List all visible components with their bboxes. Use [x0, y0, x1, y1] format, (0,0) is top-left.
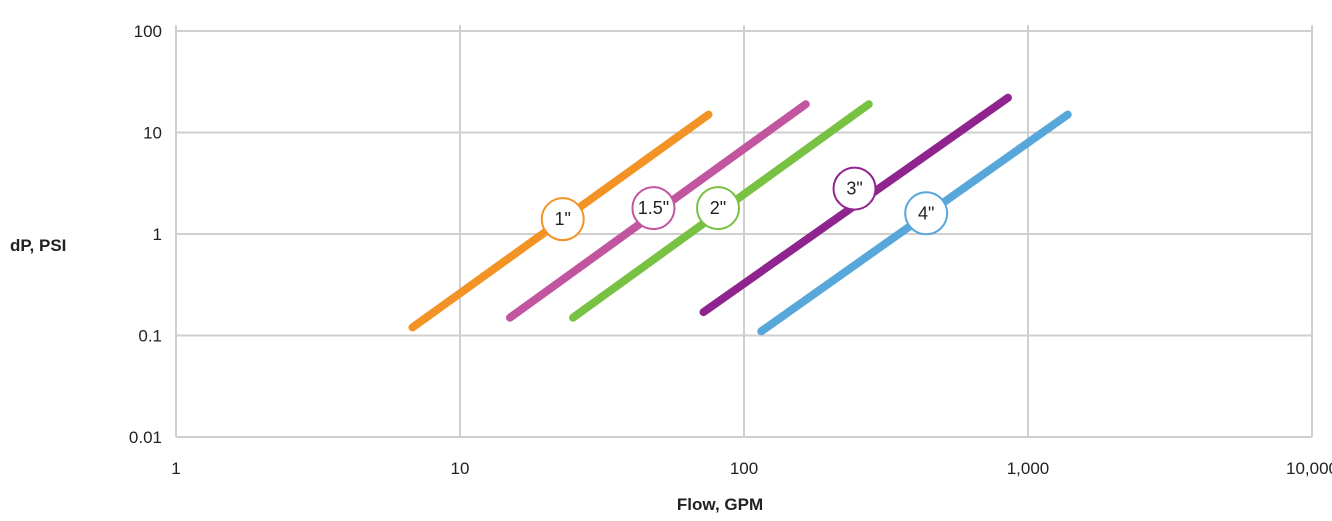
y-tick-label: 0.01: [129, 428, 162, 447]
series-label-circle: [904, 191, 949, 236]
y-tick-label: 0.1: [138, 327, 162, 346]
gridlines: [176, 25, 1313, 437]
x-axis-title: Flow, GPM: [677, 495, 763, 514]
series-label-text: 1": [555, 209, 571, 229]
series-label-text: 3": [846, 179, 862, 199]
series-label-badge: 2": [696, 186, 741, 231]
series-label-text: 4": [918, 203, 934, 223]
x-tick-label: 1,000: [1007, 459, 1050, 478]
y-tick-label: 10: [143, 124, 162, 143]
tick-labels: 1 10 100 1,000 10,000 100 10 1 0.1 0.01: [129, 22, 1332, 478]
axes: [175, 25, 1312, 438]
x-tick-label: 10,000: [1286, 459, 1332, 478]
y-tick-label: 1: [153, 225, 162, 244]
series-label-circle: [540, 197, 585, 242]
series-label-badge: 3": [832, 166, 877, 211]
series-label-circle: [696, 186, 741, 231]
series-label-badge: 1": [540, 197, 585, 242]
series-label-text: 2": [710, 198, 726, 218]
x-tick-label: 100: [730, 459, 758, 478]
y-axis-title: dP, PSI: [10, 236, 66, 255]
series-labels: 1" 1.5" 2" 3" 4": [540, 166, 949, 242]
x-tick-label: 10: [451, 459, 470, 478]
x-tick-label: 1: [171, 459, 180, 478]
series-label-circle: [832, 166, 877, 211]
series-label-circle: [631, 186, 676, 231]
series-label-badge: 4": [904, 191, 949, 236]
series-label-text: 1.5": [638, 198, 669, 218]
y-tick-label: 100: [134, 22, 162, 41]
series-label-badge: 1.5": [631, 186, 676, 231]
